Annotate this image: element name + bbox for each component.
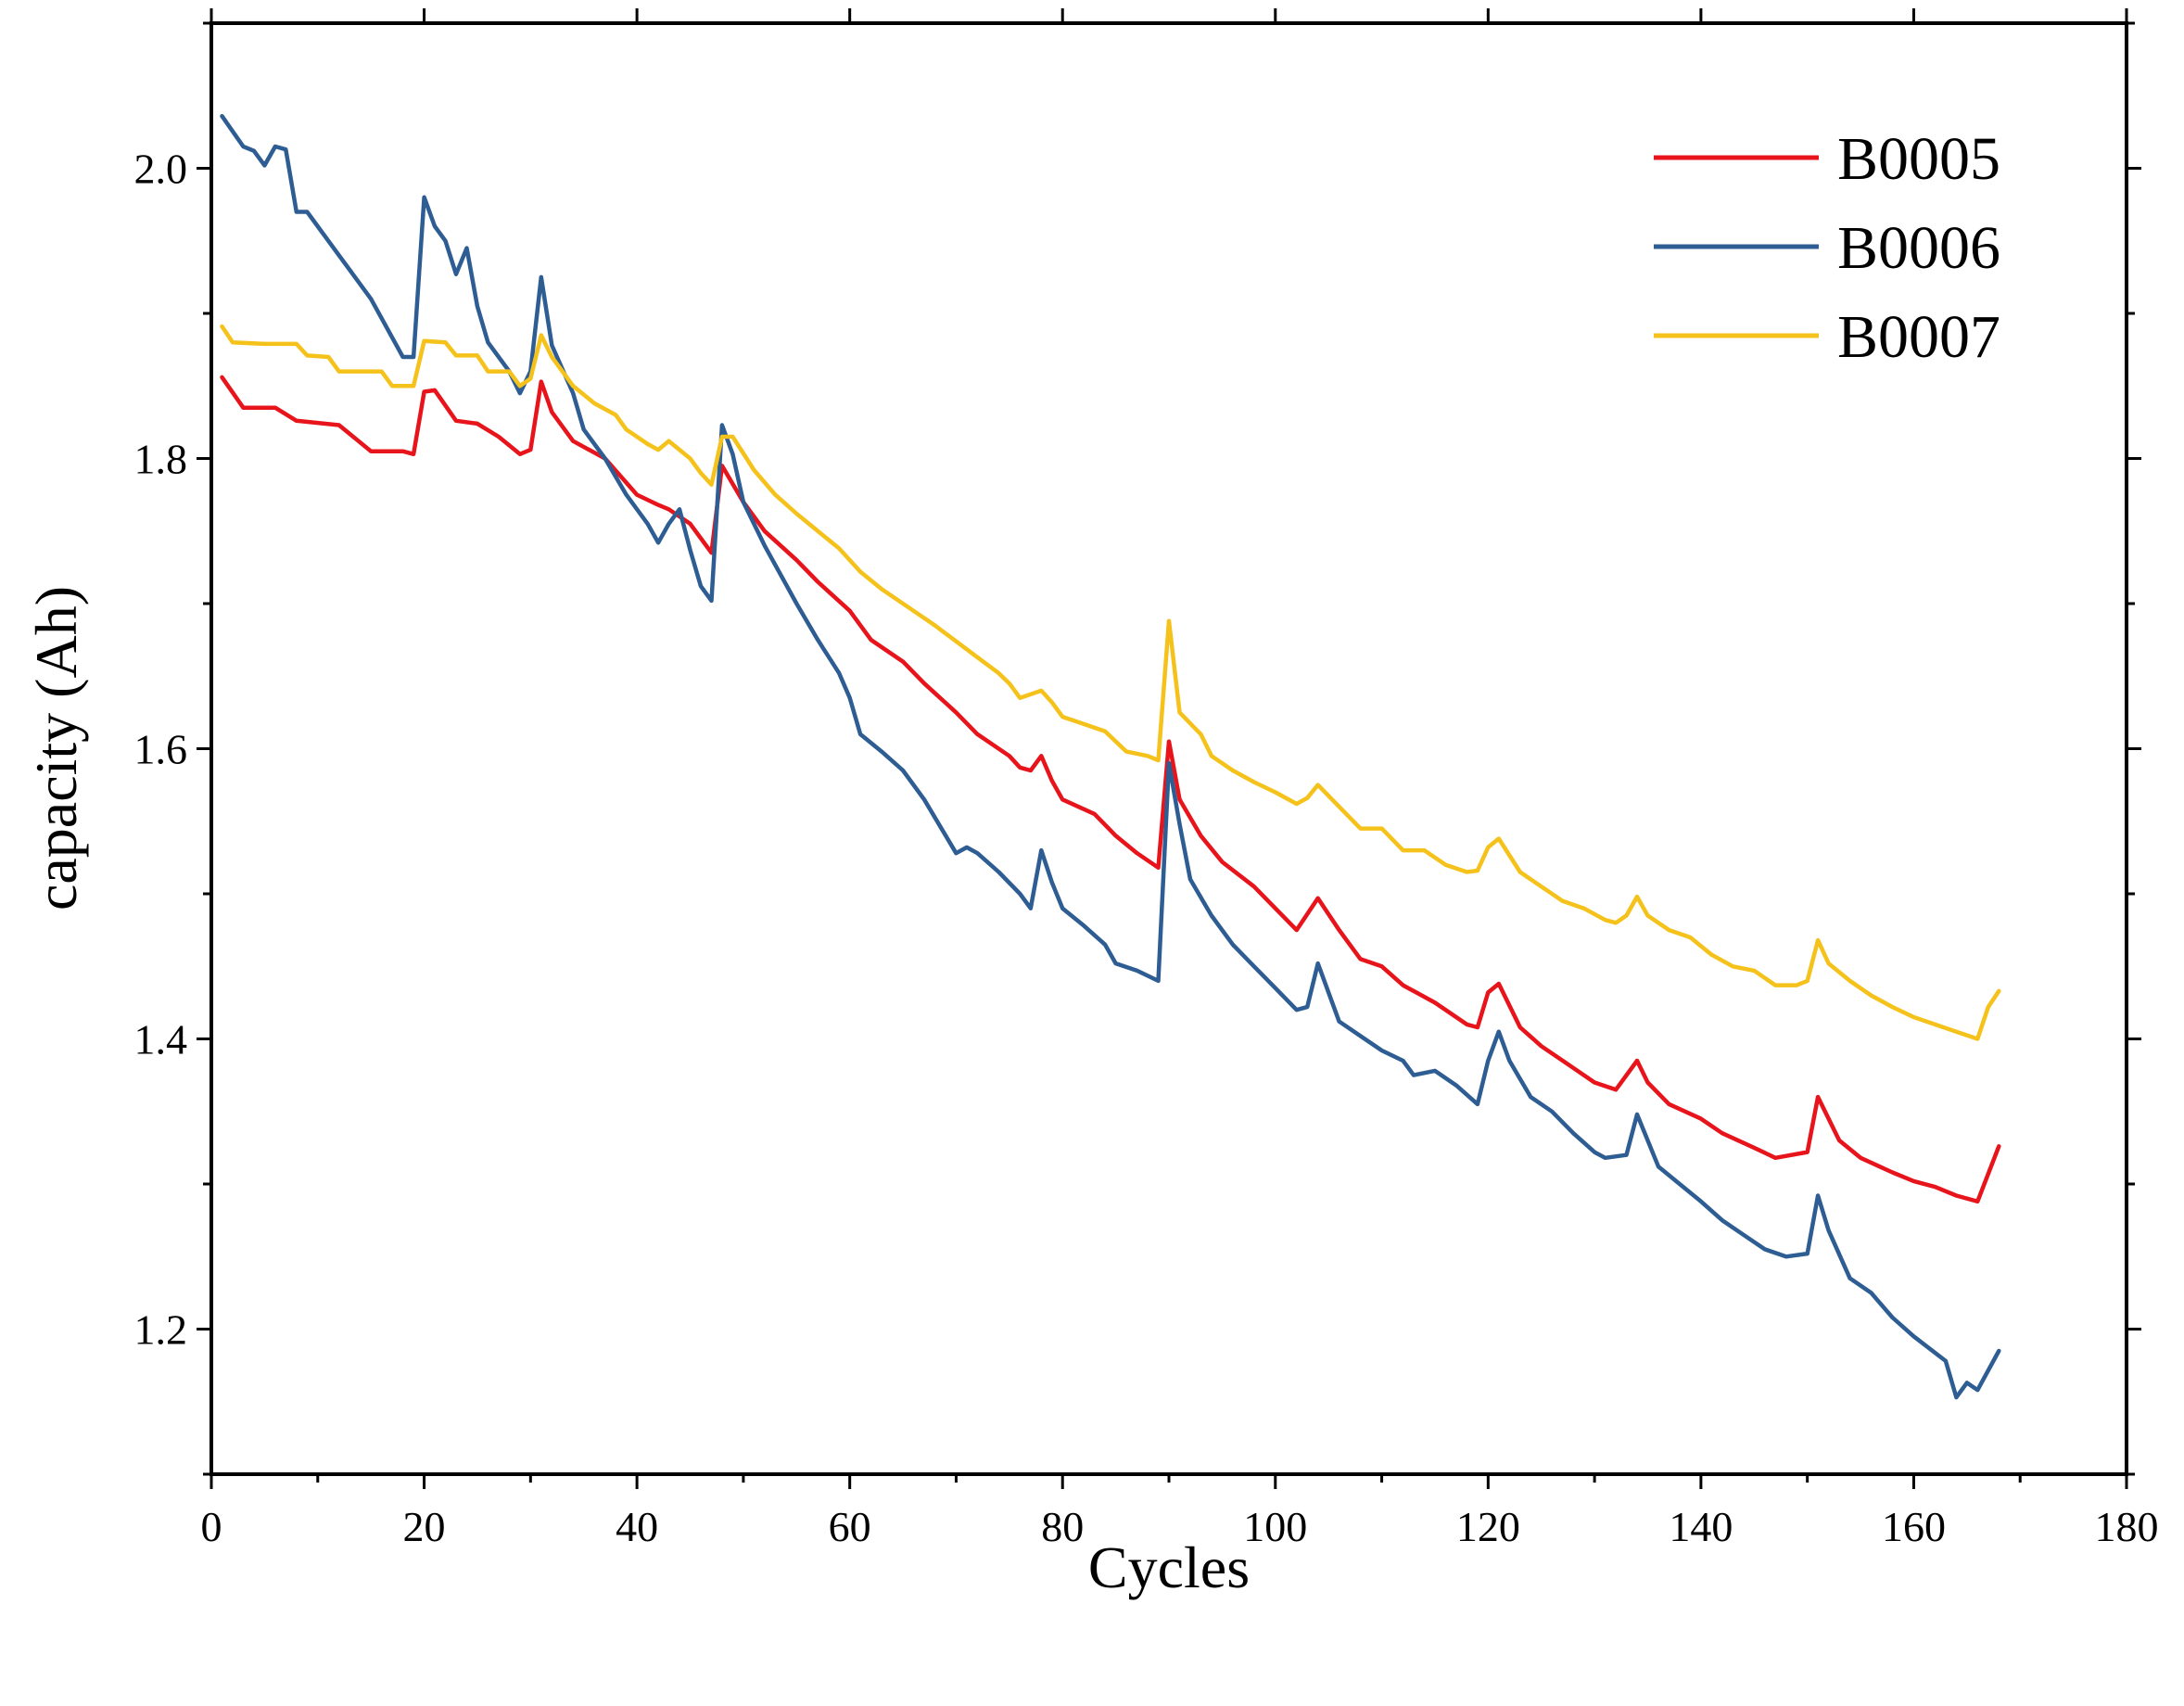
- series-line-b0006: [220, 113, 2001, 1400]
- y-tick-label: 1.6: [134, 726, 188, 773]
- x-tick-label: 160: [1882, 1503, 1946, 1550]
- x-tick-label: 60: [829, 1503, 871, 1550]
- y-axis-title: capacity (Ah): [23, 586, 89, 910]
- y-tick-label: 1.2: [134, 1306, 188, 1354]
- y-tick-label: 1.4: [134, 1016, 188, 1063]
- x-tick-label: 80: [1041, 1503, 1084, 1550]
- series-line-b0005: [220, 375, 2001, 1204]
- x-axis-title: Cycles: [1088, 1534, 1250, 1600]
- series-line-b0007: [220, 324, 2001, 1041]
- legend-label-b0007: B0007: [1837, 303, 2000, 371]
- x-tick-label: 140: [1669, 1503, 1733, 1550]
- x-tick-label: 20: [403, 1503, 446, 1550]
- x-tick-label: 120: [1456, 1503, 1520, 1550]
- plot-frame: [210, 21, 2128, 1476]
- axis-ticks: 0 20 40 60 80 100 120 140 160 180 1.2 1.4 1.6 1.8 2.0: [134, 8, 2159, 1550]
- x-tick-label: 100: [1243, 1503, 1307, 1550]
- legend-label-b0005: B0005: [1837, 125, 2000, 193]
- legend-label-b0006: B0006: [1837, 214, 2000, 282]
- plot-area: [220, 113, 2001, 1400]
- y-tick-label: 2.0: [134, 146, 188, 193]
- x-tick-label: 40: [616, 1503, 658, 1550]
- y-tick-label: 1.8: [134, 436, 188, 483]
- x-tick-label: 180: [2095, 1503, 2159, 1550]
- x-tick-label: 0: [201, 1503, 222, 1550]
- legend: B0005 B0006 B0007: [1654, 125, 2000, 371]
